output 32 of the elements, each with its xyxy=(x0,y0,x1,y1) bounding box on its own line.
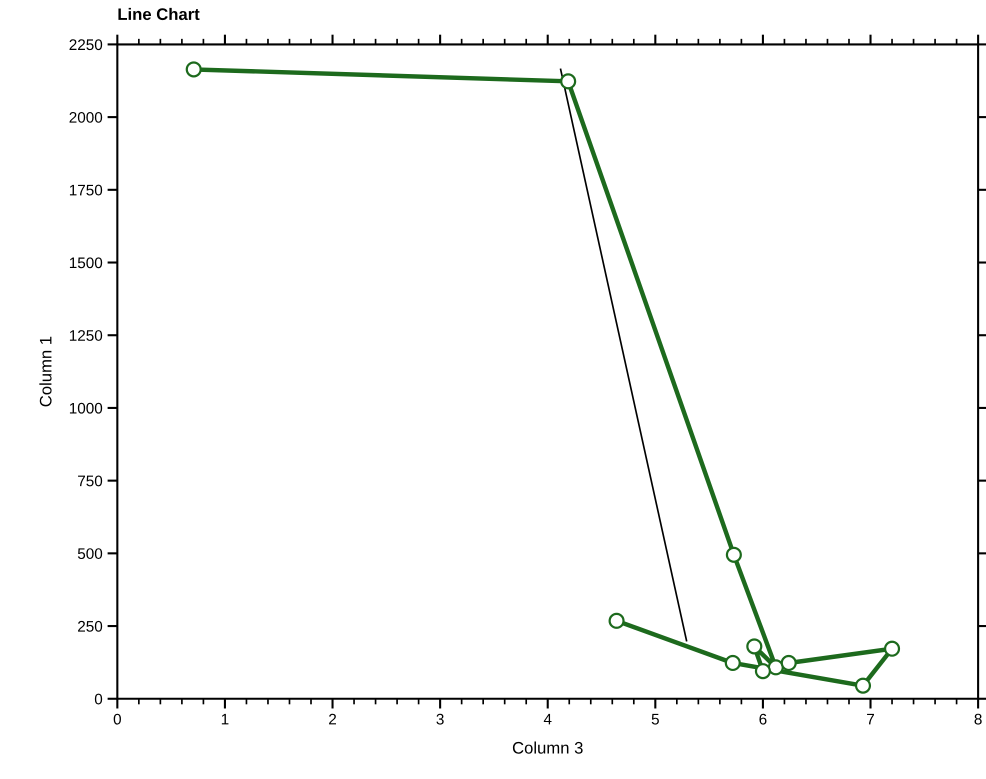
x-tick-label: 6 xyxy=(759,714,766,725)
point xyxy=(884,640,900,657)
y-tick-label: 1750 xyxy=(70,184,102,196)
y-tick-label: 1000 xyxy=(70,402,102,414)
y-tick-label: 0 xyxy=(94,694,102,704)
x-tick-label: 0 xyxy=(114,714,121,725)
x-tick-label: 2 xyxy=(329,714,336,724)
y-tick-label: 750 xyxy=(78,476,102,486)
x-axis-title: Column 3 xyxy=(512,741,583,754)
x-tick-label: 5 xyxy=(652,714,659,725)
y-tick-label: 2000 xyxy=(70,112,102,123)
point xyxy=(746,638,762,654)
y-axis-title: Column 1 xyxy=(39,336,52,406)
y-tick-label: 250 xyxy=(78,620,102,632)
point xyxy=(186,61,202,78)
point xyxy=(726,546,742,563)
point xyxy=(608,612,625,629)
y-tick-label: 500 xyxy=(78,548,102,560)
y-tick-label: 1250 xyxy=(70,330,102,341)
point xyxy=(560,73,576,90)
point xyxy=(724,654,741,672)
point xyxy=(754,663,771,680)
x-tick-label: 1 xyxy=(222,714,228,724)
y-tick-label: 1500 xyxy=(70,257,102,268)
x-tick-label: 8 xyxy=(974,714,982,725)
x-tick-label: 7 xyxy=(867,714,874,724)
y-tick-label: 2250 xyxy=(70,39,102,50)
point xyxy=(854,678,872,694)
point xyxy=(780,654,797,672)
chart-title: Line Chart xyxy=(118,8,200,20)
x-tick-label: 4 xyxy=(544,714,552,724)
x-tick-label: 3 xyxy=(436,714,444,725)
